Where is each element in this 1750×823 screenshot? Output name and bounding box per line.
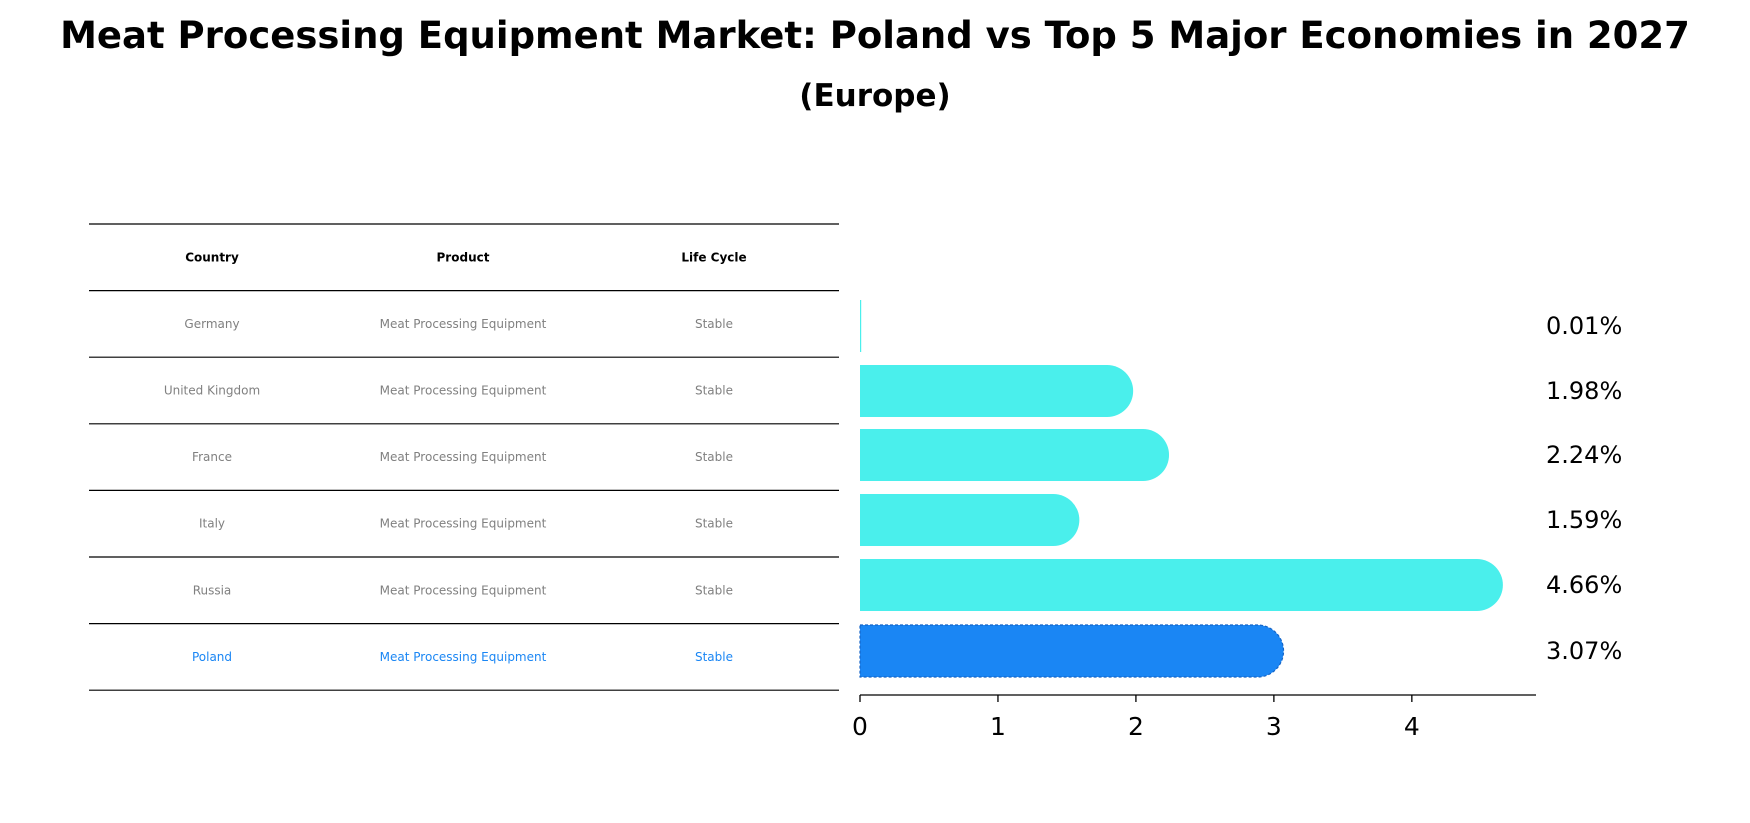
chart-subtitle: (Europe) xyxy=(799,78,951,114)
bar-france xyxy=(860,429,1170,481)
table-cell-country-france: France xyxy=(192,450,232,464)
table-cell-product-russia: Meat Processing Equipment xyxy=(380,583,547,597)
table-cell-product-germany: Meat Processing Equipment xyxy=(380,317,547,331)
data-label-germany: 0.01% xyxy=(1546,312,1622,340)
table-header-product: Product xyxy=(437,250,490,264)
data-label-united-kingdom: 1.98% xyxy=(1546,377,1622,405)
table-cell-country-italy: Italy xyxy=(199,517,225,531)
data-label-italy: 1.59% xyxy=(1546,506,1622,534)
bar-united-kingdom xyxy=(860,365,1134,417)
x-tick-label-1: 1 xyxy=(990,712,1006,741)
table-header-country: Country xyxy=(185,250,239,264)
table-cell-life-cycle-germany: Stable xyxy=(695,317,733,331)
table-cell-country-united-kingdom: United Kingdom xyxy=(164,384,260,398)
data-label-russia: 4.66% xyxy=(1546,571,1622,599)
table-cell-product-united-kingdom: Meat Processing Equipment xyxy=(380,384,547,398)
table-cell-product-poland: Meat Processing Equipment xyxy=(380,650,547,664)
bar-russia xyxy=(860,559,1503,611)
table-cell-life-cycle-united-kingdom: Stable xyxy=(695,384,733,398)
table-cell-life-cycle-italy: Stable xyxy=(695,517,733,531)
x-tick-label-3: 3 xyxy=(1266,712,1282,741)
table-header-life-cycle: Life Cycle xyxy=(681,250,746,264)
table-cell-life-cycle-poland: Stable xyxy=(695,650,733,664)
table-cell-product-france: Meat Processing Equipment xyxy=(380,450,547,464)
table-cell-life-cycle-russia: Stable xyxy=(695,583,733,597)
table-cell-country-russia: Russia xyxy=(193,583,232,597)
chart-title: Meat Processing Equipment Market: Poland… xyxy=(60,14,1690,57)
bar-italy xyxy=(860,494,1080,546)
bar-germany xyxy=(860,300,862,352)
data-table: Country Product Life Cycle Germany Meat Proc… xyxy=(89,223,839,691)
table-cell-life-cycle-france: Stable xyxy=(695,450,733,464)
data-label-poland: 3.07% xyxy=(1546,637,1622,665)
bar-chart: 0.01% 1.98% 2.24% 1.59% 4.66% 3.07% xyxy=(859,300,1622,678)
x-axis: 0 1 2 3 4 xyxy=(852,694,1536,741)
table-cell-product-italy: Meat Processing Equipment xyxy=(380,517,547,531)
x-tick-label-2: 2 xyxy=(1128,712,1144,741)
table-cell-country-poland: Poland xyxy=(192,650,232,664)
bar-poland xyxy=(859,624,1285,678)
table-cell-country-germany: Germany xyxy=(184,317,239,331)
x-tick-label-4: 4 xyxy=(1404,712,1420,741)
x-tick-label-0: 0 xyxy=(852,712,868,741)
data-label-france: 2.24% xyxy=(1546,441,1622,469)
